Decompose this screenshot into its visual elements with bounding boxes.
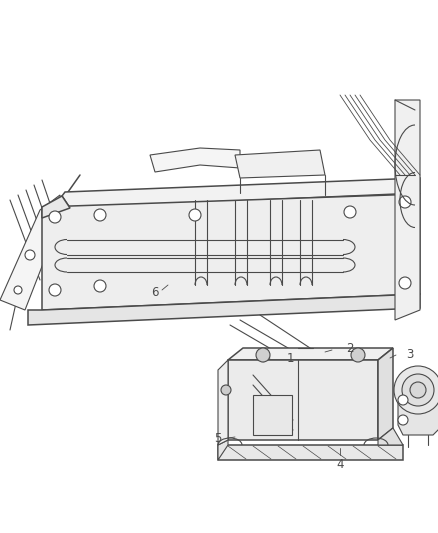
Polygon shape xyxy=(228,348,393,360)
Text: 5: 5 xyxy=(214,432,222,445)
Polygon shape xyxy=(150,148,240,172)
Polygon shape xyxy=(218,360,228,445)
Polygon shape xyxy=(218,440,228,460)
Circle shape xyxy=(221,385,231,395)
Text: 4: 4 xyxy=(336,458,344,472)
Polygon shape xyxy=(378,428,403,445)
Text: 6: 6 xyxy=(151,286,159,298)
Circle shape xyxy=(189,209,201,221)
Circle shape xyxy=(351,348,365,362)
Text: 1: 1 xyxy=(286,351,294,365)
Polygon shape xyxy=(218,445,403,460)
Circle shape xyxy=(394,366,438,414)
Circle shape xyxy=(410,382,426,398)
Polygon shape xyxy=(28,294,420,325)
Circle shape xyxy=(94,280,106,292)
Text: 2: 2 xyxy=(346,342,354,354)
Circle shape xyxy=(25,250,35,260)
Polygon shape xyxy=(253,395,292,435)
Circle shape xyxy=(49,284,61,296)
Polygon shape xyxy=(398,380,438,435)
Polygon shape xyxy=(0,195,62,310)
Circle shape xyxy=(344,206,356,218)
Text: 3: 3 xyxy=(406,349,413,361)
Circle shape xyxy=(398,395,408,405)
Polygon shape xyxy=(235,150,325,178)
Polygon shape xyxy=(62,178,420,208)
Circle shape xyxy=(94,209,106,221)
Polygon shape xyxy=(228,360,378,440)
Polygon shape xyxy=(42,196,70,218)
Circle shape xyxy=(402,374,434,406)
Circle shape xyxy=(399,196,411,208)
Circle shape xyxy=(256,348,270,362)
Polygon shape xyxy=(42,194,420,310)
Circle shape xyxy=(49,211,61,223)
Circle shape xyxy=(14,286,22,294)
Circle shape xyxy=(398,415,408,425)
Polygon shape xyxy=(395,100,420,320)
Circle shape xyxy=(399,277,411,289)
Polygon shape xyxy=(378,348,393,440)
